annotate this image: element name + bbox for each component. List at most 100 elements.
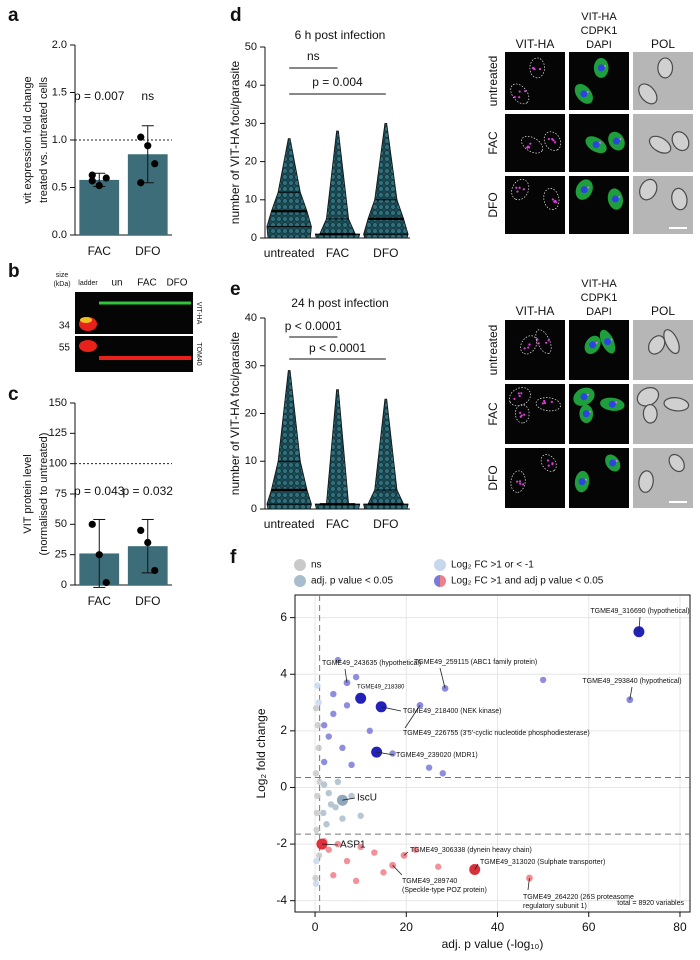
y-axis-label: VIT protein level [22, 454, 34, 533]
point [320, 758, 328, 766]
x-tick-label: FAC [326, 517, 350, 531]
point [312, 770, 320, 777]
point [339, 815, 346, 822]
nucleus [582, 410, 590, 418]
foci [543, 399, 546, 403]
point [389, 750, 396, 757]
point [314, 682, 321, 689]
x-tick-label: DFO [373, 246, 398, 260]
y-axis-label: vit expression fold change [22, 76, 34, 203]
y-tick-label: 100 [49, 458, 67, 470]
point [412, 846, 419, 853]
point [325, 733, 332, 740]
band-label: TOM40 [195, 342, 202, 365]
replicate-point [144, 538, 152, 547]
label-arrow [474, 863, 479, 870]
annotation: p = 0.007 [74, 89, 125, 103]
y-axis-label: treated vs. untreated cells [38, 77, 50, 203]
channel-label: VIT-HA [581, 11, 617, 23]
lane-label: FAC [137, 278, 156, 289]
y-tick-label: 10 [245, 194, 257, 206]
point-label: TGME49_243635 (hypothetical) [322, 660, 421, 667]
y-tick-label: 0 [61, 579, 67, 591]
point [334, 656, 342, 664]
foci [604, 64, 607, 67]
foci [619, 138, 622, 141]
cell-phase [663, 329, 680, 355]
micrograph [505, 52, 565, 110]
legend-swatch [294, 575, 306, 587]
comparison-label: ns [307, 49, 320, 63]
label-arrow [392, 865, 403, 876]
label-arrow [439, 667, 446, 689]
foci [516, 190, 519, 193]
y-axis-label: number of VIT-HA foci/parasite [228, 331, 242, 495]
foci [552, 139, 555, 142]
y-tick-label: -4 [276, 893, 287, 907]
micrograph [505, 114, 565, 172]
nucleus [612, 137, 620, 145]
y-tick-label: 1.0 [52, 134, 67, 146]
foci [519, 411, 522, 414]
foci [547, 464, 550, 467]
foci [546, 459, 550, 462]
label-arrow [638, 616, 641, 632]
y-tick-label: 40 [245, 79, 257, 91]
point-label: TGME49_306338 (dynein heavy chain) [410, 847, 532, 854]
label-arrow [527, 877, 530, 891]
point-label: IscU [357, 793, 377, 804]
nucleus [597, 64, 605, 72]
foci [518, 96, 521, 99]
replicate-point [88, 177, 96, 185]
foci [519, 482, 522, 485]
y-tick-label: 2.0 [52, 39, 67, 51]
micrograph [569, 320, 629, 380]
foci [522, 188, 525, 191]
image-row-label: DFO [486, 192, 500, 217]
point [320, 721, 328, 729]
point [439, 770, 446, 777]
point [348, 761, 355, 769]
point [330, 710, 337, 718]
foci [589, 410, 592, 413]
x-tick-label: untreated [264, 517, 315, 531]
point-label: TGME49_218400 (NEK kinase) [403, 708, 501, 715]
chart-title: 24 h post infection [291, 296, 388, 310]
cell-phase [648, 135, 672, 154]
y-tick-label: 0 [251, 503, 257, 515]
nucleus [592, 141, 600, 149]
point [330, 690, 337, 698]
image-column-label: POL [651, 304, 675, 318]
label-arrow [381, 706, 402, 712]
channel-label: VIT-HA [581, 278, 617, 290]
replicate-point [151, 566, 159, 575]
micrograph [505, 176, 565, 234]
ladder-band [80, 317, 92, 323]
ladder-band [79, 340, 97, 352]
x-tick-label: FAC [88, 594, 112, 608]
foci [516, 480, 519, 483]
cell-phase [642, 403, 658, 424]
foci [520, 392, 523, 395]
annotation: p = 0.032 [123, 484, 174, 498]
nucleus [589, 341, 597, 349]
y-tick-label: 10 [245, 455, 257, 467]
cell-phase [639, 178, 658, 201]
point [348, 792, 355, 800]
point [539, 676, 547, 684]
replicate-point [137, 133, 145, 141]
x-axis-label: adj. p value (-log₁₀) [442, 937, 544, 951]
cell-outline [543, 188, 560, 211]
x-tick-label: DFO [135, 244, 160, 258]
foci [521, 483, 525, 486]
foci [528, 343, 531, 346]
micrograph [505, 448, 565, 508]
image-column-label: VIT-HA [516, 37, 555, 51]
point [315, 852, 323, 859]
nucleus [578, 478, 586, 486]
cell-phase [638, 83, 658, 105]
foci [541, 402, 545, 405]
marker-label: 55 [59, 343, 71, 354]
cell-outline [510, 470, 526, 493]
plot-frame [294, 594, 691, 913]
